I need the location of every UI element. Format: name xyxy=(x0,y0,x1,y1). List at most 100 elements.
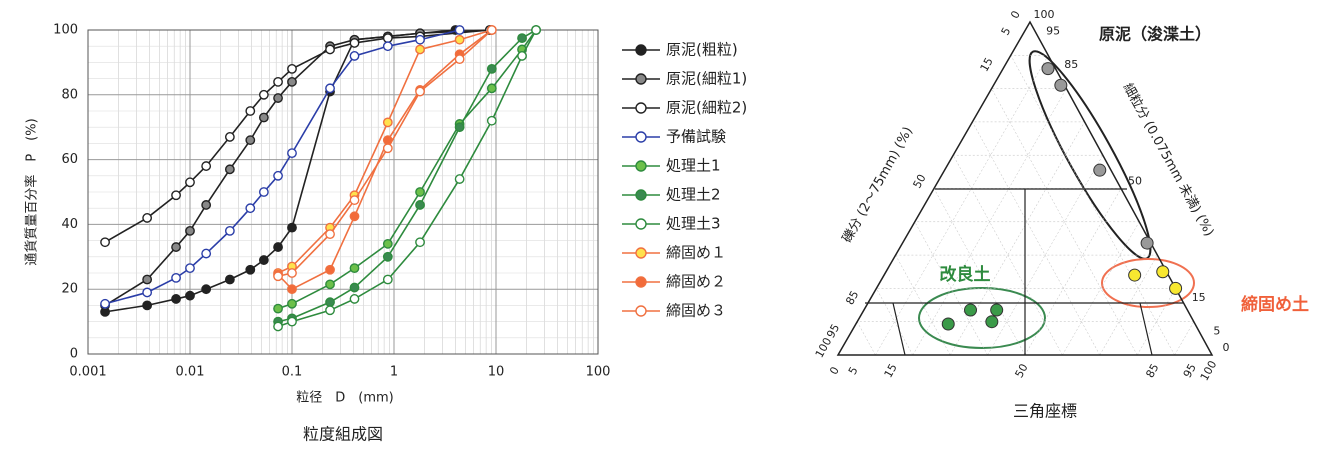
ternary-point xyxy=(1093,163,1107,177)
marker xyxy=(185,177,195,188)
ternary-point xyxy=(1054,78,1068,92)
marker xyxy=(258,187,269,197)
marker xyxy=(273,170,283,181)
marker xyxy=(201,200,212,210)
x-tick-label: 0.1 xyxy=(282,365,303,380)
y-axis-label: 通貨質量百分率 P (%) xyxy=(24,118,40,265)
marker xyxy=(415,34,425,45)
marker xyxy=(171,272,181,283)
marker xyxy=(287,284,297,295)
marker xyxy=(201,248,212,259)
zone-line xyxy=(1139,302,1153,356)
series-line xyxy=(277,29,537,310)
marker xyxy=(224,132,235,142)
series-line xyxy=(277,29,537,328)
right-tick-label: 85 xyxy=(1064,58,1078,71)
ternary-point xyxy=(964,303,978,317)
marker xyxy=(382,143,393,154)
marker xyxy=(382,251,393,262)
minor-grid-line xyxy=(1010,55,1175,356)
left-axis-label: 礫分 (2～75mm) (%) xyxy=(839,124,916,245)
minor-grid-line xyxy=(991,88,1138,356)
marker xyxy=(171,294,181,304)
minor-grid-line xyxy=(949,121,1085,356)
marker xyxy=(349,211,360,222)
marker xyxy=(245,264,256,275)
marker xyxy=(349,294,360,304)
marker xyxy=(287,63,297,74)
marker xyxy=(258,255,269,265)
marker xyxy=(245,203,256,214)
series-line xyxy=(277,29,537,323)
marker xyxy=(258,112,269,123)
marker xyxy=(486,63,497,74)
marker xyxy=(142,300,153,311)
marker xyxy=(486,115,497,126)
marker xyxy=(287,148,297,159)
marker xyxy=(415,237,425,248)
y-tick-label: 80 xyxy=(61,87,78,102)
legend-label: 処理土1 xyxy=(666,157,721,175)
marker xyxy=(349,195,360,206)
marker xyxy=(185,263,195,274)
bottom-tick-label: 100 xyxy=(1198,358,1220,383)
right-tick-label: 100 xyxy=(1034,8,1055,21)
marker xyxy=(349,38,360,48)
legend-marker xyxy=(635,247,647,259)
left-tick-label: 100 xyxy=(813,335,835,360)
marker xyxy=(287,222,297,233)
bottom-tick-label: 5 xyxy=(846,365,861,377)
x-tick-label: 100 xyxy=(586,365,611,380)
marker xyxy=(287,76,297,87)
marker xyxy=(382,41,393,52)
marker xyxy=(486,25,497,35)
minor-grid-line xyxy=(972,121,1101,356)
right-axis-label: 細粒分 (0.075mm 未満) (%) xyxy=(1120,81,1217,239)
legend-label: 原泥(細粒2) xyxy=(666,99,747,117)
y-tick-label: 0 xyxy=(70,347,78,362)
legend-label: 締固め３ xyxy=(666,302,726,320)
minor-grid-line xyxy=(1099,254,1158,356)
ternary-point xyxy=(985,315,999,329)
series-line xyxy=(277,29,493,278)
legend-marker xyxy=(635,131,647,143)
marker xyxy=(325,83,335,94)
marker xyxy=(415,200,425,210)
marker xyxy=(415,86,425,97)
marker xyxy=(325,279,335,290)
right-tick-label: 5 xyxy=(1213,324,1220,337)
right-tick-label: 15 xyxy=(1192,291,1206,304)
legend-marker xyxy=(635,160,647,172)
marker xyxy=(171,242,181,252)
left-tick-label: 15 xyxy=(978,55,996,74)
marker xyxy=(454,122,465,133)
legend-label: 予備試験 xyxy=(666,128,726,146)
series-line xyxy=(277,29,493,274)
marker xyxy=(517,51,527,61)
marker xyxy=(273,271,283,282)
ternary-point xyxy=(1156,265,1170,279)
marker xyxy=(287,298,297,309)
left-tick-label: 5 xyxy=(999,25,1014,37)
bottom-tick-label: 0 xyxy=(827,365,842,377)
legend-marker xyxy=(635,218,647,230)
ternary-point xyxy=(1041,62,1055,76)
ternary-point xyxy=(1140,236,1154,250)
minor-grid-line xyxy=(856,321,876,356)
right-tick-label: 95 xyxy=(1046,25,1060,38)
group-label: 締固め土 xyxy=(1241,294,1309,315)
minor-grid-line xyxy=(1174,321,1195,356)
legend-marker xyxy=(635,189,647,201)
marker xyxy=(185,290,195,301)
legend-label: 締固め１ xyxy=(666,244,726,262)
marker xyxy=(454,25,465,35)
ternary-point xyxy=(941,317,955,331)
minor-grid-line xyxy=(876,288,914,356)
group-ellipse xyxy=(918,287,1046,349)
ternary-point xyxy=(1169,281,1183,295)
x-tick-label: 10 xyxy=(488,365,505,380)
marker xyxy=(454,54,465,65)
bottom-tick-label: 15 xyxy=(882,361,900,380)
series-line xyxy=(277,29,493,291)
